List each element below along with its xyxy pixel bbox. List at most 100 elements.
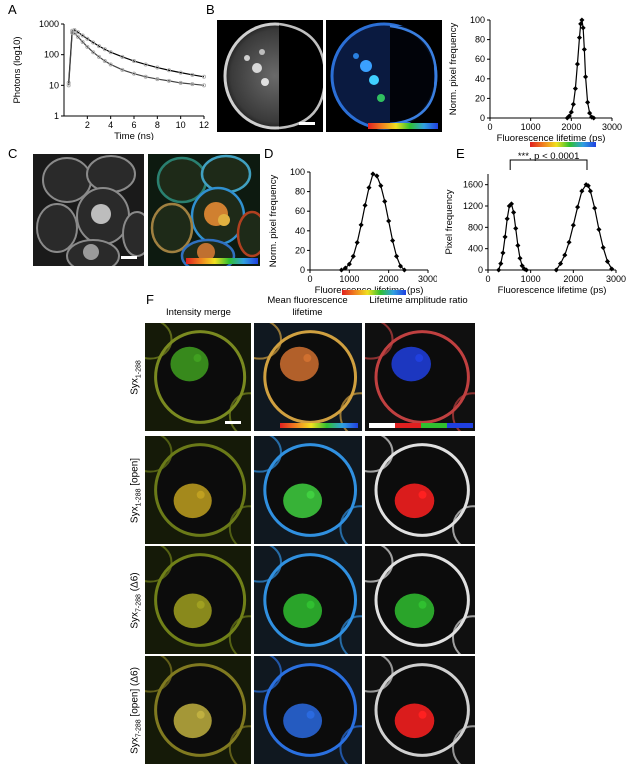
data-point [498, 261, 504, 267]
data-point [85, 36, 90, 41]
data-point [575, 204, 581, 210]
data-point [500, 250, 506, 256]
y-tick-label: 800 [468, 222, 483, 232]
row-label-name: Syx [129, 611, 141, 629]
row-label-subscript: 7-288 [135, 719, 143, 738]
x-tick-label: 2 [85, 120, 90, 130]
data-point [604, 258, 611, 265]
data-point [102, 47, 107, 52]
micrograph-f-r1-c3 [365, 323, 475, 431]
y-tick-label: 1600 [463, 180, 483, 190]
data-point [566, 239, 572, 245]
y-tick-label: 40 [475, 74, 485, 84]
data-point [370, 171, 376, 177]
data-point [97, 44, 102, 49]
row-label-name: Syx [129, 378, 141, 395]
data-point [587, 188, 593, 194]
data-point [143, 62, 148, 67]
data-point [576, 35, 583, 41]
data-point [382, 198, 388, 204]
y-tick-label: 0 [480, 113, 485, 123]
ratio-color-bar [395, 423, 421, 428]
micrograph-f-r2-c1 [145, 436, 251, 544]
lifetime-color-bar [530, 142, 596, 147]
micrograph-b-lifetime [326, 20, 442, 132]
y-axis-label: Pixel frequency [444, 189, 455, 254]
x-tick-label: 1000 [521, 274, 541, 284]
data-point [131, 71, 136, 76]
y-tick-label: 60 [475, 54, 485, 64]
data-point [190, 82, 195, 87]
row-label-subscript: 1-288 [135, 360, 143, 379]
ratio-color-bar [369, 423, 395, 428]
x-tick-label: 8 [155, 120, 160, 130]
x-tick-label: 0 [307, 274, 312, 284]
data-point [557, 261, 564, 267]
data-point [574, 61, 580, 67]
y-tick-label: 80 [295, 187, 305, 197]
row-label-suffix: (Δ6) [129, 572, 141, 595]
data-point [508, 201, 515, 207]
x-tick-label: 1000 [339, 274, 359, 284]
data-point [354, 240, 360, 246]
y-tick-label: 40 [295, 226, 305, 236]
row-label-subscript: 7-288 [135, 594, 143, 612]
data-point [143, 74, 148, 79]
micrograph-c-intensity [33, 154, 144, 266]
data-point [609, 266, 615, 272]
data-point [600, 245, 606, 251]
data-point [190, 72, 195, 77]
data-point [80, 39, 85, 44]
data-point [108, 62, 113, 67]
data-point [131, 59, 136, 64]
data-point [201, 74, 206, 79]
data-point [515, 242, 521, 249]
ratio-color-bar [447, 423, 473, 428]
y-tick-label: 60 [295, 206, 305, 216]
data-point [570, 101, 576, 107]
x-tick-label: 2000 [561, 122, 581, 132]
data-point [166, 78, 171, 83]
data-point [66, 83, 71, 88]
lifetime-color-bar [342, 290, 406, 295]
panel-label-e: E [456, 146, 465, 161]
data-point [572, 86, 578, 92]
data-point [80, 33, 85, 38]
x-tick-label: 3000 [606, 274, 626, 284]
x-tick-label: 0 [485, 274, 490, 284]
scale-bar [299, 122, 315, 125]
data-point [378, 183, 384, 189]
lifetime-color-bar [280, 423, 358, 428]
data-point [85, 44, 90, 49]
y-axis-label: Norm. pixel frequency [448, 23, 459, 116]
data-point [580, 25, 586, 31]
micrograph-f-r4-c3 [365, 656, 475, 764]
row-label-3: Syx7-288 (Δ6) [130, 541, 143, 661]
row-label-suffix: [open] (Δ6) [129, 667, 141, 720]
y-axis-label: Norm. pixel frequency [268, 175, 279, 268]
data-point [362, 202, 368, 208]
lifetime-color-scale [368, 123, 438, 129]
y-tick-label: 0 [478, 265, 483, 275]
data-point [76, 34, 81, 39]
x-axis-label: Fluorescence lifetime (ps) [498, 285, 607, 295]
data-point [511, 209, 517, 215]
series-line [566, 19, 594, 119]
y-axis-label: Photons (log10) [12, 36, 23, 103]
y-tick-label: 100 [290, 167, 305, 177]
y-tick-label: 100 [44, 50, 59, 60]
x-tick-label: 1000 [521, 122, 541, 132]
y-tick-label: 10 [49, 80, 59, 90]
micrograph-f-r1-c2 [254, 323, 362, 431]
panel-label-f: F [146, 292, 154, 307]
x-axis-label: Time (ns) [114, 131, 154, 140]
data-point [120, 67, 125, 72]
x-tick-label: 0 [487, 122, 492, 132]
chart-a: 2 4 6 8 10 12 1 10 100 1000 Time (ns) Photons (log1… [12, 19, 209, 140]
x-tick-label: 4 [108, 120, 113, 130]
micrograph-b-intensity [217, 20, 323, 132]
data-point [76, 30, 81, 35]
chart-b: 0 1000 2000 3000 0 20 40 60 80 100 Fluorescence li… [448, 15, 622, 147]
data-point [70, 30, 75, 35]
